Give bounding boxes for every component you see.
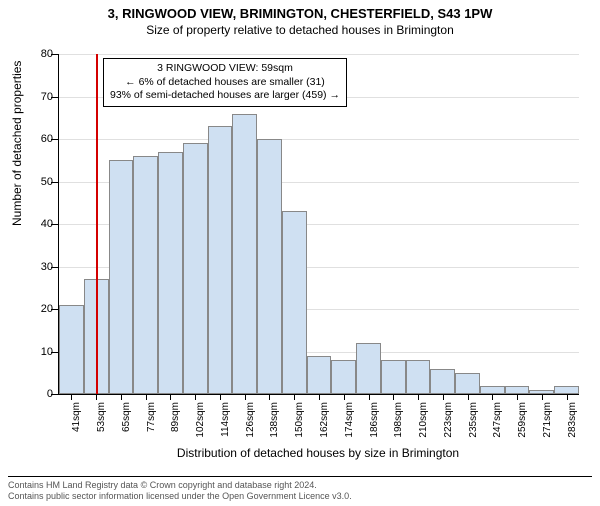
bar bbox=[455, 373, 480, 394]
x-tick-label: 138sqm bbox=[269, 402, 280, 452]
bar bbox=[480, 386, 505, 395]
bar bbox=[282, 211, 307, 394]
x-tick bbox=[319, 394, 320, 400]
x-tick-label: 77sqm bbox=[146, 402, 157, 452]
x-tick-label: 235sqm bbox=[468, 402, 479, 452]
x-tick-label: 114sqm bbox=[220, 402, 231, 452]
x-tick bbox=[170, 394, 171, 400]
bar bbox=[406, 360, 431, 394]
x-tick-label: 186sqm bbox=[369, 402, 380, 452]
x-tick bbox=[96, 394, 97, 400]
bar bbox=[356, 343, 381, 394]
bar bbox=[59, 305, 84, 394]
x-tick bbox=[344, 394, 345, 400]
x-tick-label: 283sqm bbox=[567, 402, 578, 452]
x-tick-label: 89sqm bbox=[170, 402, 181, 452]
x-tick-label: 223sqm bbox=[443, 402, 454, 452]
x-tick-label: 162sqm bbox=[319, 402, 330, 452]
footer-line2: Contains public sector information licen… bbox=[8, 491, 592, 502]
x-tick-label: 198sqm bbox=[393, 402, 404, 452]
bar bbox=[232, 114, 257, 395]
y-axis-label: Number of detached properties bbox=[10, 61, 24, 226]
bar bbox=[331, 360, 356, 394]
y-tick-label: 10 bbox=[23, 346, 53, 358]
gridline bbox=[59, 54, 579, 55]
footer-line1: Contains HM Land Registry data © Crown c… bbox=[8, 480, 592, 491]
x-tick-label: 53sqm bbox=[96, 402, 107, 452]
x-tick bbox=[492, 394, 493, 400]
y-tick-label: 60 bbox=[23, 133, 53, 145]
y-tick-label: 80 bbox=[23, 48, 53, 60]
x-tick bbox=[517, 394, 518, 400]
annotation-line: 3 RINGWOOD VIEW: 59sqm bbox=[110, 62, 340, 76]
annotation-line: ← 6% of detached houses are smaller (31) bbox=[110, 76, 340, 90]
x-tick-label: 247sqm bbox=[492, 402, 503, 452]
x-tick bbox=[542, 394, 543, 400]
x-tick bbox=[146, 394, 147, 400]
x-tick bbox=[468, 394, 469, 400]
bar bbox=[430, 369, 455, 395]
bar bbox=[208, 126, 233, 394]
bar bbox=[505, 386, 530, 395]
gridline bbox=[59, 139, 579, 140]
x-tick-label: 210sqm bbox=[418, 402, 429, 452]
x-axis-label: Distribution of detached houses by size … bbox=[58, 446, 578, 460]
y-tick-label: 0 bbox=[23, 388, 53, 400]
bar bbox=[158, 152, 183, 394]
y-tick-label: 70 bbox=[23, 91, 53, 103]
bar bbox=[133, 156, 158, 394]
annotation-box: 3 RINGWOOD VIEW: 59sqm← 6% of detached h… bbox=[103, 58, 347, 107]
x-tick bbox=[393, 394, 394, 400]
page-title: 3, RINGWOOD VIEW, BRIMINGTON, CHESTERFIE… bbox=[0, 6, 600, 21]
x-tick-label: 41sqm bbox=[71, 402, 82, 452]
x-tick-label: 126sqm bbox=[245, 402, 256, 452]
x-tick bbox=[195, 394, 196, 400]
y-tick-label: 30 bbox=[23, 261, 53, 273]
x-tick-label: 102sqm bbox=[195, 402, 206, 452]
bar bbox=[257, 139, 282, 394]
bar bbox=[554, 386, 579, 395]
bar bbox=[381, 360, 406, 394]
page-subtitle: Size of property relative to detached ho… bbox=[0, 23, 600, 37]
x-tick bbox=[245, 394, 246, 400]
x-tick bbox=[443, 394, 444, 400]
y-tick-label: 20 bbox=[23, 303, 53, 315]
reference-line bbox=[96, 54, 98, 394]
x-tick bbox=[269, 394, 270, 400]
x-tick bbox=[369, 394, 370, 400]
x-tick bbox=[121, 394, 122, 400]
bar bbox=[183, 143, 208, 394]
bar bbox=[109, 160, 134, 394]
y-tick-label: 40 bbox=[23, 218, 53, 230]
x-tick bbox=[418, 394, 419, 400]
x-tick-label: 65sqm bbox=[121, 402, 132, 452]
bar bbox=[307, 356, 332, 394]
x-tick bbox=[567, 394, 568, 400]
annotation-line: 93% of semi-detached houses are larger (… bbox=[110, 89, 340, 103]
x-tick-label: 271sqm bbox=[542, 402, 553, 452]
x-tick bbox=[220, 394, 221, 400]
x-tick-label: 174sqm bbox=[344, 402, 355, 452]
footer: Contains HM Land Registry data © Crown c… bbox=[8, 476, 592, 502]
y-tick-label: 50 bbox=[23, 176, 53, 188]
x-tick bbox=[71, 394, 72, 400]
chart-area: 0102030405060708041sqm53sqm65sqm77sqm89s… bbox=[58, 54, 578, 414]
plot-region: 0102030405060708041sqm53sqm65sqm77sqm89s… bbox=[58, 54, 579, 395]
x-tick-label: 259sqm bbox=[517, 402, 528, 452]
x-tick bbox=[294, 394, 295, 400]
x-tick-label: 150sqm bbox=[294, 402, 305, 452]
